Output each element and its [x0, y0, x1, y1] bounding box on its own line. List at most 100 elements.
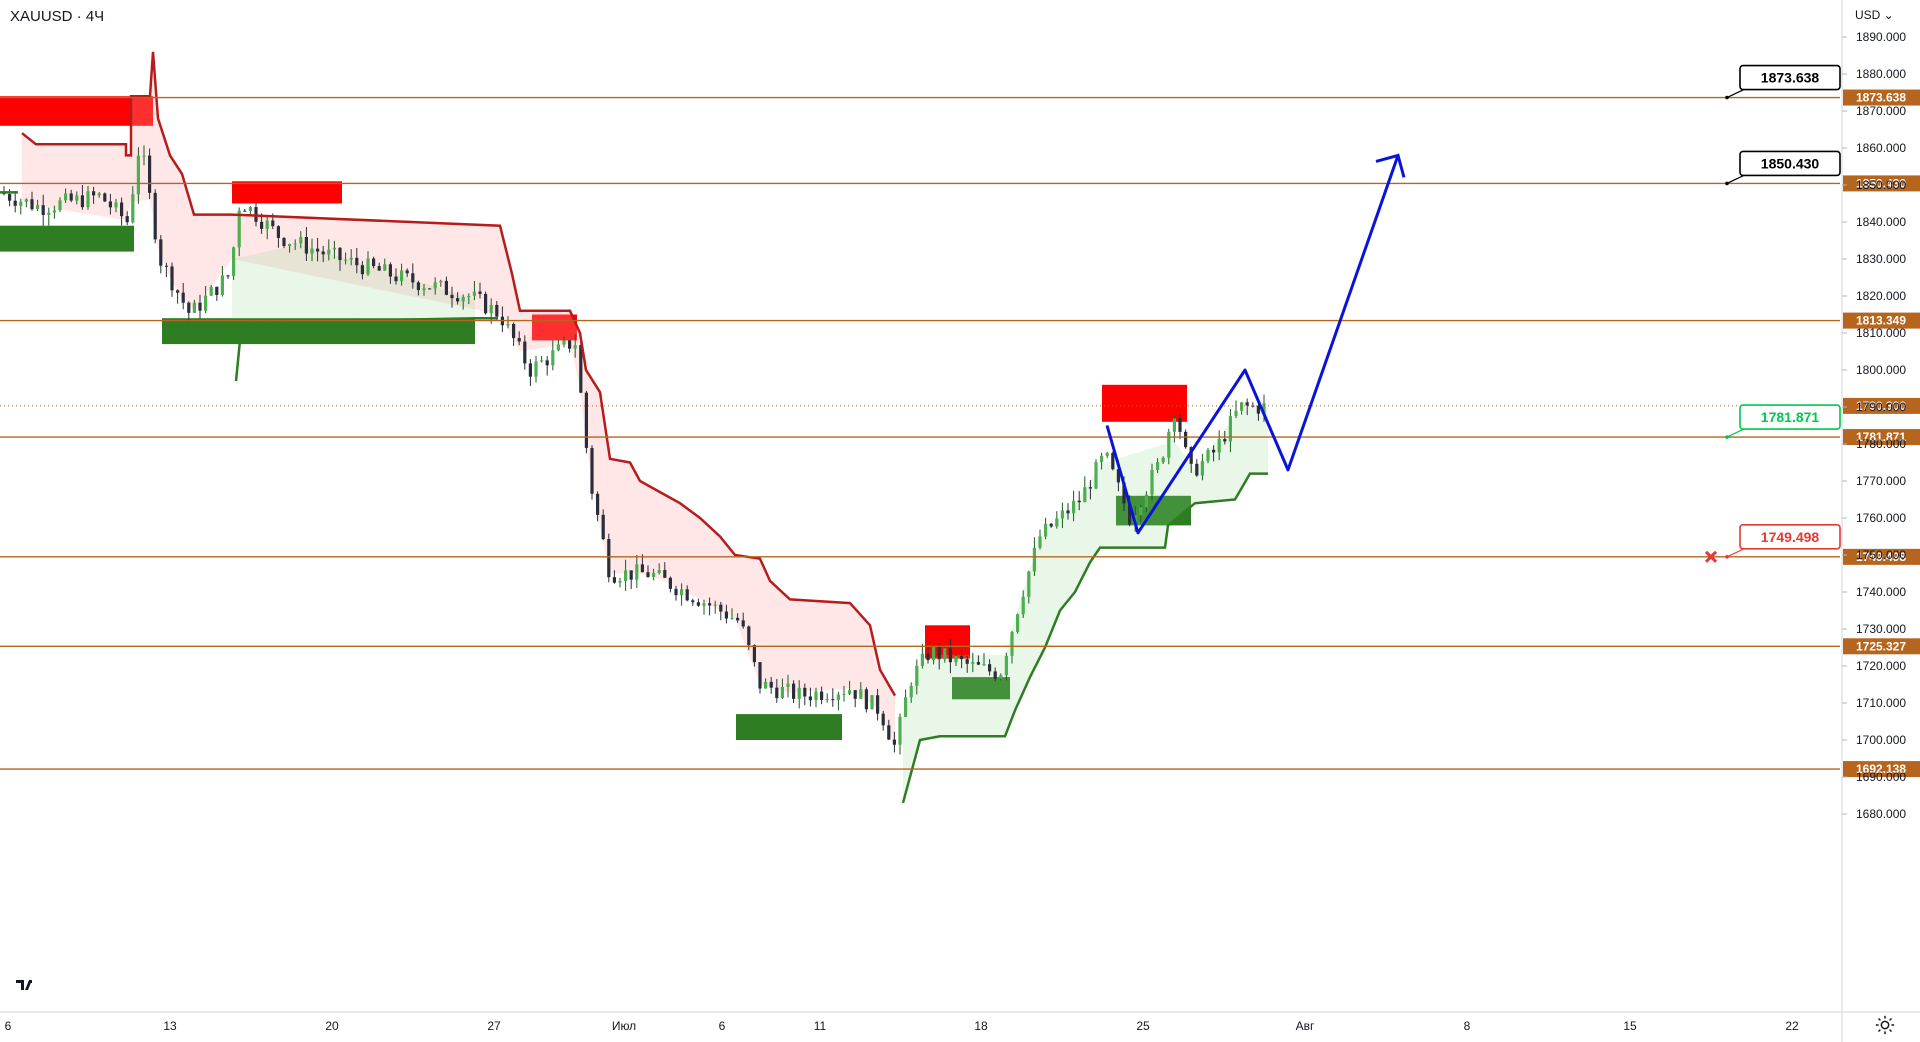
- candle-body: [148, 155, 152, 193]
- candle-body: [405, 270, 409, 274]
- candle-body: [691, 600, 695, 603]
- candle-body: [304, 236, 308, 254]
- candle-body: [702, 603, 706, 606]
- candle-body: [551, 350, 555, 366]
- candle-body: [400, 270, 404, 282]
- price-axis: 1680.000 1690.000 1700.000 1710.000 1720.000…: [1841, 0, 1906, 1042]
- candle-body: [80, 195, 84, 208]
- level-price-label: 1850.430: [1856, 176, 1906, 190]
- candle-body: [792, 683, 796, 699]
- y-tick-label: 1750.000: [1856, 548, 1906, 562]
- candle-body: [937, 647, 941, 660]
- candle-body: [506, 323, 510, 326]
- candle-body: [808, 696, 812, 701]
- candle-body: [288, 243, 292, 246]
- candle-body: [125, 216, 129, 223]
- candle-body: [332, 247, 336, 250]
- candle-body: [534, 361, 538, 377]
- candle-body: [97, 193, 101, 196]
- candle-body: [92, 191, 96, 196]
- x-tick-label: 27: [487, 1019, 501, 1033]
- symbol-label[interactable]: XAUUSD · 4Ч: [10, 8, 105, 25]
- level-price-tag: [1843, 175, 1920, 192]
- tradingview-logo-icon[interactable]: [10, 968, 42, 1000]
- red-trail-fill: [22, 51, 895, 748]
- candle-body: [1027, 571, 1031, 597]
- x-tick-label: 6: [5, 1019, 12, 1033]
- candle-body: [131, 194, 135, 223]
- candle-body: [1122, 482, 1126, 504]
- candle-body: [271, 220, 275, 227]
- y-tick-label: 1840.000: [1856, 215, 1906, 229]
- callout-anchor: [1725, 435, 1729, 439]
- level-price-label: 1725.327: [1856, 639, 1906, 653]
- candle-body: [892, 739, 896, 745]
- candle-body: [780, 687, 784, 699]
- y-tick-label: 1760.000: [1856, 511, 1906, 525]
- callout-anchor: [1725, 555, 1729, 559]
- candle-body: [601, 514, 605, 540]
- candle-body: [428, 288, 432, 290]
- candle-body: [164, 265, 168, 267]
- candle-body: [1200, 461, 1204, 476]
- callout-box: [1739, 524, 1841, 550]
- candle-body: [545, 360, 549, 366]
- y-tick-label: 1830.000: [1856, 252, 1906, 266]
- y-tick-label: 1890.000: [1856, 30, 1906, 44]
- y-tick-label: 1820.000: [1856, 289, 1906, 303]
- candle-body: [562, 340, 566, 345]
- x-tick-label: 20: [325, 1019, 339, 1033]
- candle-body: [47, 212, 51, 215]
- level-price-label: 1873.638: [1856, 91, 1906, 105]
- candle-body: [915, 665, 919, 686]
- x-tick-label: 15: [1623, 1019, 1637, 1033]
- candle-body: [472, 291, 476, 296]
- candle-body: [736, 617, 740, 621]
- candle-body: [293, 243, 297, 245]
- candle-body: [1094, 462, 1098, 489]
- candle-body: [36, 205, 40, 210]
- y-tick-label: 1690.000: [1856, 770, 1906, 784]
- level-price-label: 1749.498: [1856, 550, 1906, 564]
- candle-body: [1060, 510, 1064, 519]
- candle-body: [730, 617, 734, 619]
- candle-body: [540, 360, 544, 362]
- candle-body: [1256, 405, 1260, 414]
- candle-body: [909, 685, 913, 698]
- candle-body: [1088, 487, 1092, 489]
- candle-body: [556, 344, 560, 351]
- candle-body: [176, 290, 180, 293]
- candle-body: [971, 662, 975, 664]
- candle-body: [612, 577, 616, 583]
- candle-body: [114, 202, 118, 208]
- candle-body: [747, 626, 751, 646]
- callout-anchor: [1725, 95, 1729, 100]
- currency-selector[interactable]: USD ⌄: [1855, 8, 1894, 22]
- candle-body: [1038, 536, 1042, 548]
- candle-body: [383, 264, 387, 271]
- candle-body: [1150, 469, 1154, 495]
- candle-body: [198, 302, 202, 311]
- candle-body: [1245, 402, 1249, 406]
- candle-body: [187, 302, 191, 313]
- candle-body: [1116, 469, 1120, 483]
- callout-box: [1739, 64, 1841, 91]
- candle-body: [960, 656, 964, 660]
- level-price-tag: [1843, 429, 1920, 446]
- candle-body: [411, 273, 415, 283]
- candle-body: [209, 286, 213, 296]
- candle-body: [439, 280, 443, 283]
- settings-gear-icon[interactable]: [1874, 1014, 1896, 1036]
- candle-body: [512, 323, 516, 339]
- candle-body: [1072, 500, 1076, 514]
- y-tick-label: 1870.000: [1856, 104, 1906, 118]
- supply-zone: [232, 181, 342, 204]
- candle-body: [484, 293, 488, 314]
- candle-body: [696, 602, 700, 606]
- candle-body: [265, 220, 269, 229]
- candle-body: [388, 264, 392, 277]
- green-trail-fill: [232, 244, 475, 319]
- y-tick-label: 1730.000: [1856, 622, 1906, 636]
- candle-body: [19, 201, 23, 206]
